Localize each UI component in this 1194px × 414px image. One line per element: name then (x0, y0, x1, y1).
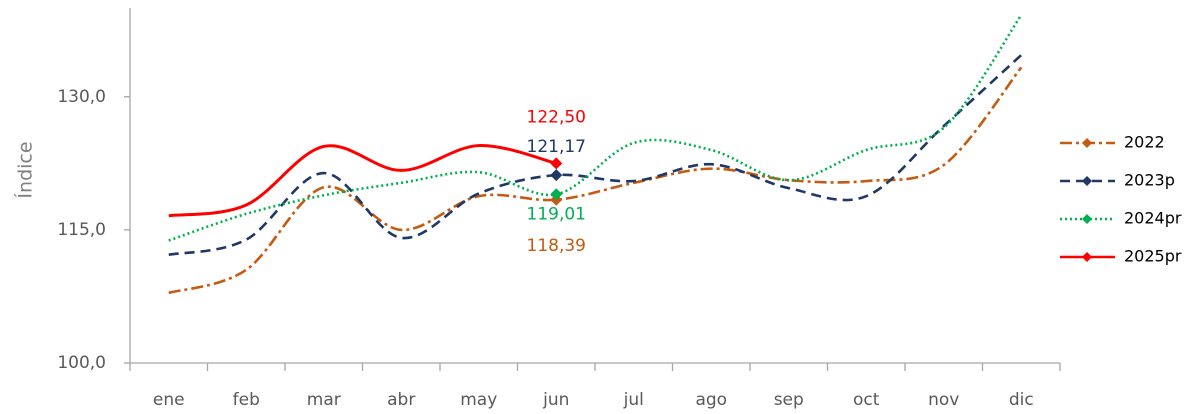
y-tick-label: 130,0 (57, 87, 106, 107)
data-label: 119,01 (527, 204, 586, 224)
x-tick-label: jun (542, 390, 569, 410)
legend-marker (1082, 176, 1092, 186)
x-tick-label: nov (928, 390, 959, 410)
point-marker (550, 188, 563, 201)
line-series (168, 144, 557, 218)
x-tick-label: ago (695, 390, 727, 410)
data-label: 121,17 (527, 137, 586, 157)
x-tick-label: jul (623, 390, 644, 410)
legend-marker (1082, 252, 1092, 262)
point-marker (550, 169, 563, 182)
x-tick-label: feb (233, 390, 260, 410)
legend-marker (1082, 214, 1092, 224)
data-label: 122,50 (527, 107, 586, 127)
legend-marker (1082, 138, 1092, 148)
x-tick-label: ene (153, 390, 185, 410)
data-label: 118,39 (527, 236, 586, 256)
legend-label: 2025pr (1124, 247, 1182, 266)
x-tick-label: mar (307, 390, 341, 410)
y-tick-label: 115,0 (57, 220, 106, 240)
line-series (168, 54, 1023, 257)
x-tick-label: may (460, 390, 497, 410)
y-tick-label: 100,0 (57, 353, 106, 373)
point-marker (550, 157, 563, 170)
legend-label: 2023p (1124, 171, 1175, 190)
y-axis-label: Índice (14, 141, 37, 198)
x-tick-label: oct (853, 390, 880, 410)
legend-label: 2024pr (1124, 209, 1182, 228)
line-series (168, 66, 1023, 295)
x-tick-label: sep (774, 390, 804, 410)
line-series (168, 14, 1023, 242)
legend-label: 2022 (1124, 133, 1165, 152)
x-tick-label: dic (1009, 390, 1034, 410)
x-tick-label: abr (387, 390, 415, 410)
